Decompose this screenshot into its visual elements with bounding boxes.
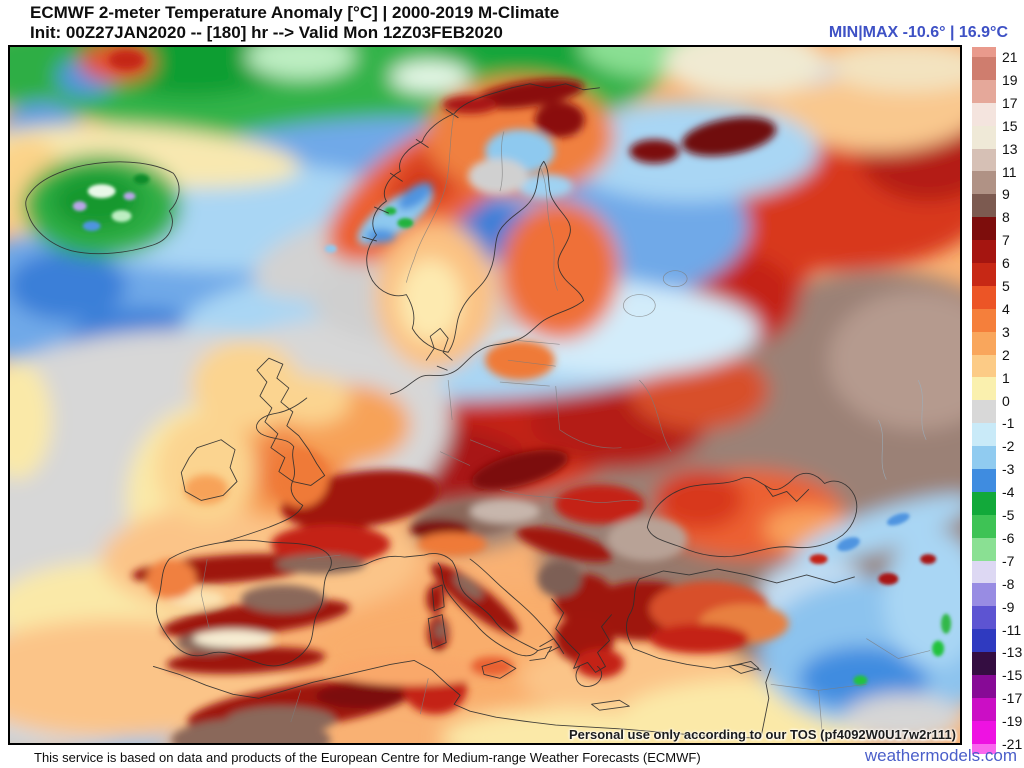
colorbar-tick-label: 7 [1002, 232, 1010, 249]
colorbar-band [972, 720, 996, 744]
colorbar-tick-label: -13 [1002, 644, 1023, 661]
colorbar [972, 47, 996, 754]
colorbar-tick-label: -15 [1002, 667, 1023, 684]
colorbar-tick-label: 13 [1002, 140, 1018, 157]
colorbar-band [972, 57, 996, 80]
anomaly-specks [72, 174, 952, 686]
colorbar-tick-label: -3 [1002, 461, 1015, 478]
colorbar-tick-label: -8 [1002, 575, 1015, 592]
anomaly-map [10, 47, 960, 743]
colorbar-tick-label: 19 [1002, 71, 1018, 88]
colorbar-band [972, 194, 996, 218]
colorbar-band [972, 400, 996, 424]
colorbar-band [972, 331, 996, 355]
colorbar-tick-label: -11 [1002, 621, 1022, 638]
attribution-text: This service is based on data and produc… [34, 750, 701, 765]
colorbar-tick-label: 8 [1002, 209, 1010, 226]
colorbar-band [972, 469, 996, 492]
colorbar-tick-label: 6 [1002, 255, 1010, 272]
colorbar-tick-label: 1 [1002, 369, 1010, 386]
colorbar-tick-label: 11 [1002, 163, 1017, 180]
colorbar-tick-label: 9 [1002, 186, 1010, 203]
colorbar-band [972, 514, 996, 538]
colorbar-band [972, 560, 996, 584]
colorbar-tick-label: -4 [1002, 484, 1015, 501]
colorbar-band [972, 263, 996, 286]
colorbar-band [972, 377, 996, 401]
colorbar-tick-label: 3 [1002, 323, 1010, 340]
colorbar-band [972, 354, 996, 378]
anomaly-details [108, 49, 789, 743]
colorbar-band [972, 743, 996, 754]
colorbar-tick-label: -21 [1002, 736, 1023, 752]
colorbar-tick-label: -19 [1002, 713, 1023, 730]
colorbar-band [972, 423, 996, 447]
colorbar-band [972, 491, 996, 515]
colorbar-band [972, 446, 996, 470]
colorbar-band [972, 148, 996, 172]
coastlines [25, 83, 858, 739]
colorbar-band [972, 652, 996, 676]
colorbar-tick-label: -6 [1002, 529, 1015, 546]
colorbar-tick-label: -1 [1002, 415, 1015, 432]
tos-watermark: Personal use only according to our TOS (… [569, 727, 956, 742]
colorbar-tick-label: 5 [1002, 278, 1010, 294]
minmax-readout: MIN|MAX -10.6° | 16.9°C [828, 24, 1008, 41]
colorbar-band [972, 285, 996, 309]
colorbar-band [972, 79, 996, 103]
colorbar-tick-label: 4 [1002, 300, 1010, 317]
colorbar-band [972, 675, 996, 698]
page-title: ECMWF 2-meter Temperature Anomaly [°C] |… [30, 3, 560, 22]
colorbar-tick-label: -7 [1002, 552, 1015, 569]
colorbar-band [972, 697, 996, 721]
colorbar-band [972, 125, 996, 149]
colorbar-tick-label: -5 [1002, 507, 1015, 523]
brand-link: weathermodels.com [864, 746, 1017, 765]
colorbar-band [972, 308, 996, 332]
colorbar-band [972, 537, 996, 561]
colorbar-tick-label: 21 [1002, 49, 1018, 65]
colorbar-tick-label: 2 [1002, 346, 1010, 363]
colorbar-tick-label: -17 [1002, 690, 1023, 707]
colorbar-band [972, 47, 996, 57]
colorbar-band [972, 583, 996, 607]
colorbar-tick-label: -2 [1002, 438, 1015, 455]
colorbar-band [972, 629, 996, 653]
colorbar-band [972, 171, 996, 195]
colorbar-tick-label: 17 [1002, 94, 1018, 111]
borders [200, 113, 931, 739]
colorbar-band [972, 217, 996, 241]
map-frame: Personal use only according to our TOS (… [8, 45, 962, 745]
colorbar-tick-label: -9 [1002, 598, 1015, 615]
colorbar-band [972, 240, 996, 264]
colorbar-tick-label: 15 [1002, 117, 1018, 134]
colorbar-band [972, 102, 996, 126]
colorbar-band [972, 606, 996, 630]
colorbar-tick-label: 0 [1002, 392, 1010, 409]
init-valid-line: Init: 00Z27JAN2020 -- [180] hr --> Valid… [30, 23, 503, 42]
